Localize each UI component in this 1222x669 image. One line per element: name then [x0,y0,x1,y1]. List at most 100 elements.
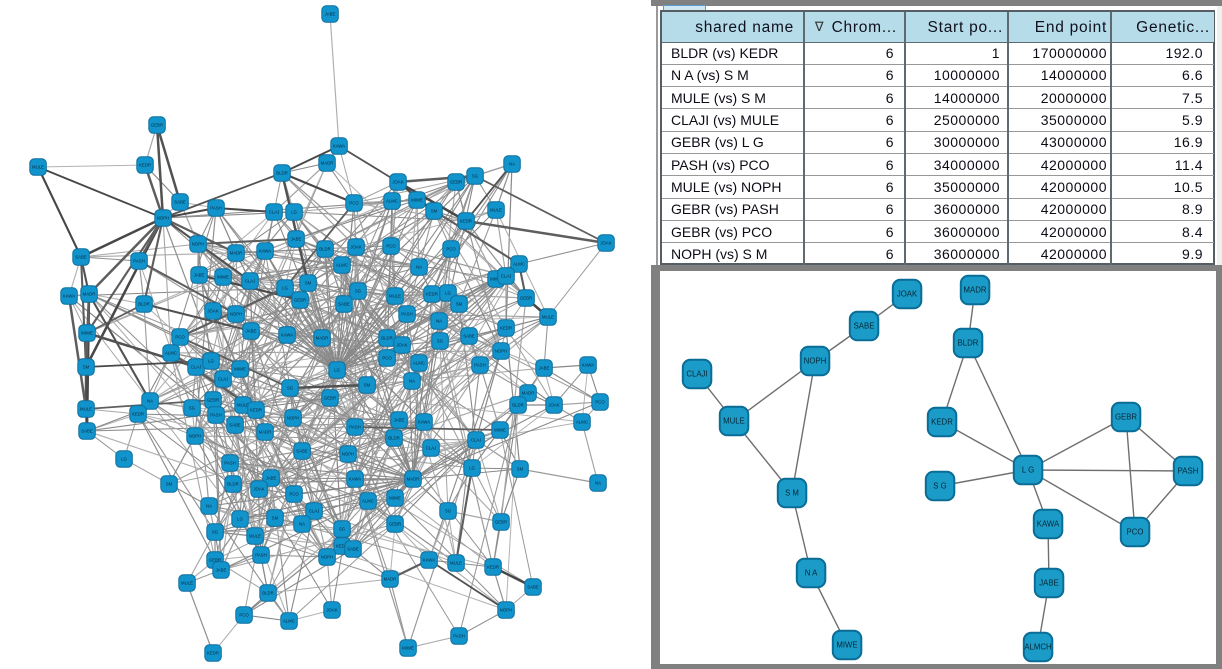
svg-text:JABE: JABE [325,12,336,17]
svg-text:ALMC: ALMC [362,499,374,504]
svg-text:NOPH: NOPH [495,349,507,354]
svg-text:GEBR: GEBR [324,396,336,401]
svg-text:SM: SM [517,467,524,472]
svg-text:PASH: PASH [224,461,235,466]
svg-text:MADR: MADR [407,477,420,482]
svg-text:LG: LG [208,359,214,364]
svg-text:NA: NA [436,319,442,324]
svg-text:BLDR: BLDR [276,171,287,176]
svg-text:NA: NA [509,162,515,167]
svg-text:SM: SM [431,209,438,214]
svg-text:BLDR: BLDR [262,591,273,596]
svg-text:JOAK: JOAK [548,403,559,408]
svg-text:LG: LG [469,466,475,471]
svg-text:PASH: PASH [255,553,266,558]
svg-text:KAWA: KAWA [333,144,345,149]
svg-text:CLAJ: CLAJ [269,210,280,215]
svg-text:GEBR: GEBR [209,558,221,563]
svg-text:MADR: MADR [321,161,334,166]
svg-text:CLAJ: CLAJ [501,274,512,279]
svg-text:JOAK: JOAK [253,487,264,492]
svg-text:PCO: PCO [289,492,299,497]
svg-text:GEBR: GEBR [294,298,306,303]
svg-text:MULE: MULE [723,417,745,426]
svg-text:SG: SG [287,386,294,391]
svg-text:PASH: PASH [474,363,485,368]
svg-text:KAWA: KAWA [423,558,435,563]
svg-text:NA: NA [595,481,601,486]
svg-text:MADR: MADR [384,577,397,582]
svg-text:JABE: JABE [394,418,405,423]
svg-text:SABE: SABE [854,322,875,331]
svg-text:JOAK: JOAK [326,608,337,613]
svg-text:JABE: JABE [216,568,227,573]
svg-text:MIWE: MIWE [217,275,229,280]
svg-text:KAWA: KAWA [259,249,271,254]
svg-text:SABE: SABE [338,302,350,307]
svg-text:NOPH: NOPH [192,242,204,247]
svg-text:ALMCH: ALMCH [1024,643,1051,652]
svg-text:SM: SM [166,482,173,487]
svg-text:ALMC: ALMC [386,199,398,204]
svg-text:SG: SG [212,530,219,535]
svg-text:KEDR: KEDR [250,408,262,413]
svg-text:KEDR: KEDR [426,292,438,297]
svg-text:ALMC: ALMC [576,420,588,425]
svg-text:GEBR: GEBR [495,520,507,525]
svg-text:BLDR: BLDR [388,436,399,441]
svg-text:SABE: SABE [81,429,93,434]
svg-text:ALMC: ALMC [283,619,295,624]
svg-text:SABE: SABE [463,334,475,339]
svg-text:JOAK: JOAK [207,309,218,314]
svg-text:CLAJ: CLAJ [191,365,202,370]
svg-text:JABE: JABE [291,237,302,242]
svg-text:S G: S G [933,482,946,491]
svg-text:KEDR: KEDR [139,163,151,168]
svg-text:MADR: MADR [316,336,329,341]
svg-text:JOAK: JOAK [350,245,361,250]
svg-text:SM: SM [83,365,90,370]
svg-text:MULE: MULE [490,208,502,213]
svg-text:KEDR: KEDR [931,418,953,427]
svg-text:JABE: JABE [266,476,277,481]
svg-text:MADR: MADR [83,292,96,297]
svg-text:NOPH: NOPH [157,216,169,221]
svg-text:MULE: MULE [181,581,193,586]
svg-text:SABE: SABE [174,200,186,205]
svg-text:PASH: PASH [210,413,221,418]
svg-text:MIWE: MIWE [402,646,414,651]
svg-text:JABE: JABE [1039,579,1059,588]
svg-text:CLAJ: CLAJ [471,438,482,443]
svg-text:KAWA: KAWA [418,420,430,425]
svg-text:LG: LG [282,286,288,291]
svg-text:KEDR: KEDR [132,412,144,417]
svg-text:SG: SG [339,527,346,532]
svg-text:JOAK: JOAK [897,290,918,299]
svg-text:JABE: JABE [194,273,205,278]
svg-text:KAWA: KAWA [281,333,293,338]
svg-text:NOPH: NOPH [804,357,827,366]
svg-text:NA: NA [416,265,422,270]
svg-text:MULE: MULE [80,407,92,412]
svg-text:GEBR: GEBR [1115,413,1137,422]
svg-text:MADR: MADR [230,251,243,256]
svg-text:KEDR: KEDR [487,565,499,570]
svg-text:PCO: PCO [446,247,456,252]
svg-text:SABE: SABE [296,449,308,454]
svg-text:PASH: PASH [210,206,221,211]
svg-text:SG: SG [445,509,452,514]
svg-text:CLAJ: CLAJ [426,446,437,451]
svg-text:PCO: PCO [239,613,249,618]
svg-text:MIWE: MIWE [490,277,502,282]
svg-text:LG: LG [334,368,340,373]
svg-text:SM: SM [305,281,312,286]
svg-text:LG: LG [121,457,127,462]
svg-text:JABE: JABE [246,329,257,334]
svg-text:MULE: MULE [32,165,44,170]
svg-text:ALMC: ALMC [336,263,348,268]
svg-text:PASH: PASH [1178,467,1199,476]
svg-text:MULE: MULE [450,561,462,566]
svg-text:KAWA: KAWA [63,294,75,299]
svg-text:PASH: PASH [401,312,412,317]
svg-text:KEDR: KEDR [460,219,472,224]
